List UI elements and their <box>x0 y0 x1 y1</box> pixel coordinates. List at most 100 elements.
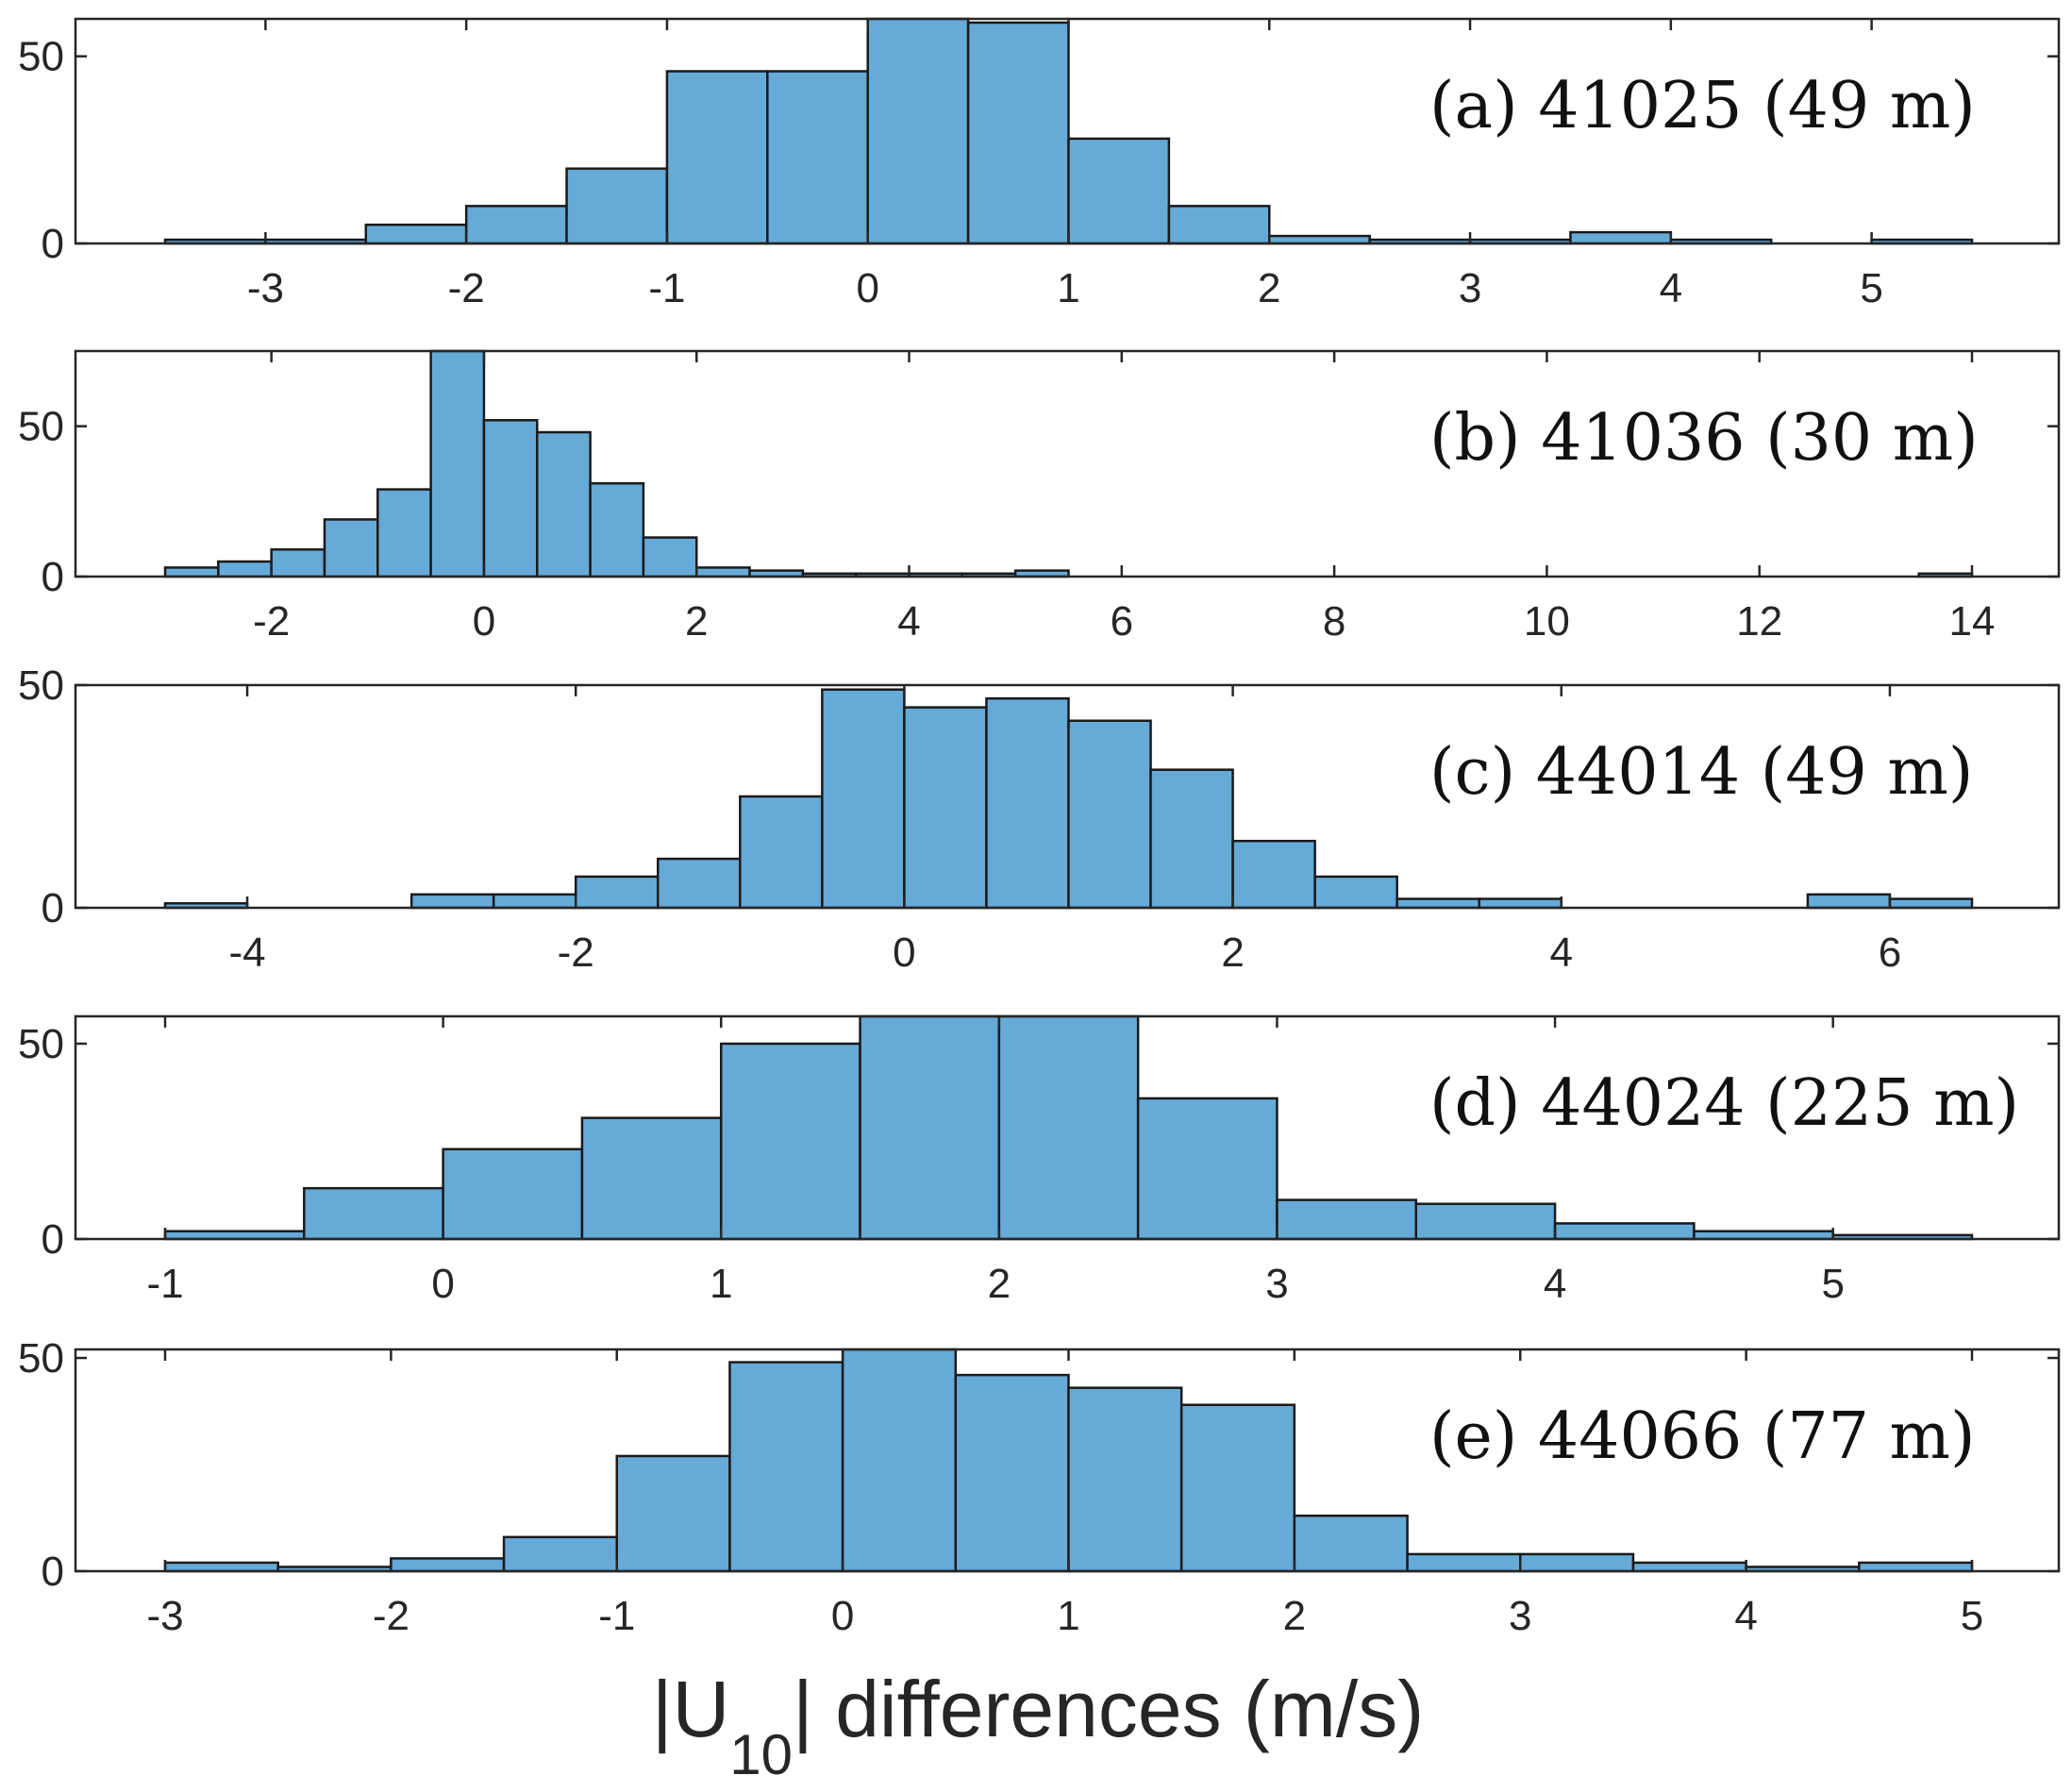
histogram-bar <box>429 349 486 578</box>
histogram-bar <box>1179 1403 1296 1573</box>
histogram-bar <box>323 518 379 578</box>
x-tick-label: 6 <box>1879 929 1901 976</box>
x-tick-label: -2 <box>253 598 290 645</box>
x-tick-label: 1 <box>710 1261 732 1307</box>
y-tick-label: 50 <box>18 1335 64 1382</box>
x-tick-label: 2 <box>1258 265 1280 311</box>
histogram-bar <box>1395 897 1480 910</box>
histogram-bar <box>1406 1552 1522 1573</box>
panel-title: (e) 44066 (77 m) <box>1429 1399 1976 1474</box>
y-tick-label: 50 <box>18 404 64 450</box>
x-tick-label: 1 <box>1057 1593 1079 1639</box>
x-tick-label: 2 <box>685 598 708 645</box>
histogram-bar <box>997 1014 1140 1241</box>
y-tick-label: 0 <box>42 1549 64 1595</box>
x-tick-label: 2 <box>1221 929 1244 976</box>
histogram-bar <box>1631 1561 1747 1573</box>
x-tick-label: -2 <box>448 265 485 311</box>
x-tick-label: 4 <box>1544 1261 1566 1307</box>
histogram-bar <box>766 70 869 245</box>
panel-title: (c) 44014 (49 m) <box>1429 735 1973 810</box>
histogram-bar <box>739 795 824 910</box>
histogram-bar <box>1067 719 1152 910</box>
y-tick-label: 0 <box>42 1216 64 1263</box>
axes-box <box>74 1014 2061 1241</box>
histogram-bar <box>1231 839 1316 910</box>
x-tick-label: 3 <box>1509 1593 1531 1639</box>
histogram-bar <box>1136 1097 1278 1241</box>
x-tick-label: 4 <box>1734 1593 1757 1639</box>
panel-b: -2 0 2 4 6 8 10 12 14 0 50 (b) 41036 (30 m) <box>18 349 2061 645</box>
histogram-bar <box>1313 875 1398 910</box>
histogram-bar <box>163 1561 279 1573</box>
histogram-bar <box>665 70 769 245</box>
histogram-bar <box>589 481 645 578</box>
histogram-bar <box>217 560 273 578</box>
histogram-bar <box>1067 137 1171 245</box>
x-tick-label: 12 <box>1736 598 1782 645</box>
x-tick-label: -1 <box>648 265 685 311</box>
histogram-bar <box>1067 1386 1183 1573</box>
x-tick-label: 4 <box>1550 929 1573 976</box>
panel-title: (d) 44024 (225 m) <box>1429 1066 2019 1141</box>
x-tick-label: -3 <box>146 1593 183 1639</box>
x-tick-label: -1 <box>598 1593 635 1639</box>
x-label-suffix: | differences (m/s) <box>793 1665 1424 1753</box>
histogram-bar <box>409 893 495 910</box>
histogram-bar <box>866 17 970 245</box>
x-tick-label: 5 <box>1821 1261 1844 1307</box>
x-tick-label: 0 <box>473 598 495 645</box>
x-tick-label: 0 <box>856 265 878 311</box>
histogram-bar <box>719 1042 861 1241</box>
x-tick-label: 0 <box>893 929 915 976</box>
figure-x-axis-label: |U10| differences (m/s) <box>652 1665 1424 1786</box>
histogram-bar <box>442 1147 584 1241</box>
histogram-bar <box>841 1348 958 1573</box>
x-tick-label: -3 <box>247 265 284 311</box>
histogram-bar <box>1167 205 1271 245</box>
y-tick-label: 0 <box>42 554 64 600</box>
x-tick-label: -2 <box>558 929 594 976</box>
histogram-bar <box>492 893 577 910</box>
x-tick-label: 8 <box>1323 598 1345 645</box>
histogram-bar <box>985 696 1070 910</box>
axes-box <box>74 683 2061 910</box>
histogram-bar <box>364 223 468 245</box>
x-tick-label: 5 <box>1961 1593 1983 1639</box>
histogram-bar <box>694 566 751 578</box>
histogram-bar <box>502 1535 618 1573</box>
histogram-bar <box>303 1186 444 1241</box>
histogram-bar <box>728 1361 844 1573</box>
x-tick-label: 6 <box>1111 598 1133 645</box>
histogram-bar <box>821 688 906 910</box>
histogram-bar <box>270 548 326 578</box>
x-tick-label: 0 <box>831 1593 854 1639</box>
histogram-bar <box>615 1454 731 1573</box>
histogram-bar <box>482 419 539 578</box>
x-tick-label: 0 <box>431 1261 454 1307</box>
histogram-bar <box>574 875 660 910</box>
axes-box <box>74 349 2061 578</box>
histogram-bar <box>1553 1222 1696 1241</box>
histogram-bar <box>1569 230 1673 245</box>
x-tick-label: -2 <box>373 1593 409 1639</box>
x-label-subscript: 10 <box>729 1723 793 1786</box>
histogram-bar <box>580 1116 723 1241</box>
x-tick-label: 5 <box>1860 265 1882 311</box>
histogram-bar <box>954 1373 1070 1573</box>
y-tick-label: 50 <box>18 1021 64 1067</box>
histogram-bar <box>1414 1202 1557 1241</box>
x-tick-label: 3 <box>1265 1261 1288 1307</box>
histogram-bar <box>657 857 742 910</box>
histogram-bar <box>1888 897 1974 910</box>
histogram-bar <box>1478 897 1563 910</box>
x-tick-label: 4 <box>1660 265 1682 311</box>
histogram-bar <box>376 488 432 578</box>
histogram-bar <box>1806 893 1892 910</box>
histogram-bar <box>966 21 1070 245</box>
x-tick-label: -4 <box>228 929 265 976</box>
panel-title: (a) 41025 (49 m) <box>1429 69 1976 143</box>
